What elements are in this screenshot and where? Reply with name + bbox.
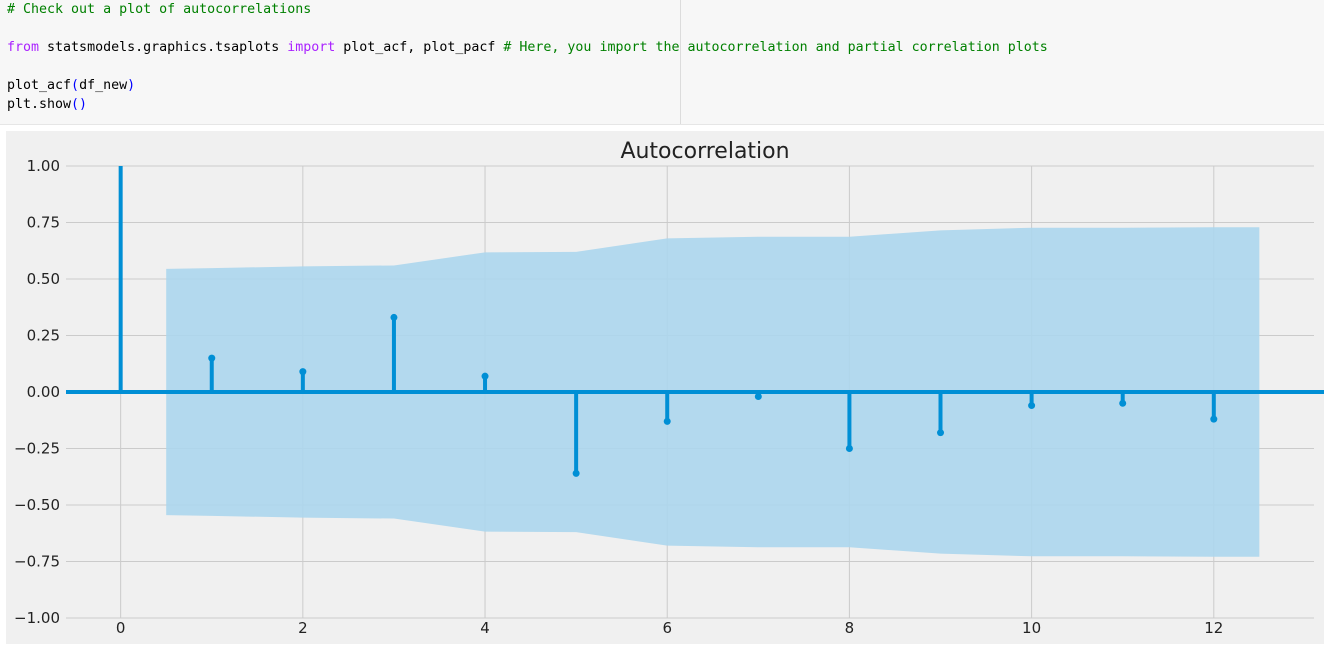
stem-marker bbox=[208, 354, 216, 362]
code-line: plt.show() bbox=[7, 95, 1048, 114]
x-tick-label: 8 bbox=[845, 619, 855, 637]
y-tick-label: −0.25 bbox=[14, 440, 60, 458]
code-lines: # Check out a plot of autocorrelations fr… bbox=[7, 0, 1048, 114]
chart-output: 0 2 4 6 8 10 12 1.00 0.75 0.50 0.25 0.00 −0.25 −0.50… bbox=[6, 131, 1324, 644]
code-token: df_new bbox=[79, 78, 128, 93]
code-token: plot_acf bbox=[7, 78, 72, 93]
stem-marker bbox=[845, 445, 853, 452]
chart-title: Autocorrelation bbox=[620, 139, 789, 164]
code-line: from statsmodels.graphics.tsaplots impor… bbox=[7, 38, 1048, 57]
y-tick-label: −0.75 bbox=[14, 553, 60, 571]
x-tick-label: 6 bbox=[662, 619, 672, 637]
code-line: plot_acf(df_new) bbox=[7, 76, 1048, 95]
code-token: # Here, you import the autocorrelation a… bbox=[503, 40, 1048, 55]
x-tick-label: 12 bbox=[1204, 619, 1223, 637]
code-token: ) bbox=[127, 78, 136, 93]
code-token: () bbox=[71, 97, 88, 112]
y-tick-label: −1.00 bbox=[14, 609, 60, 627]
code-token: import bbox=[287, 40, 336, 55]
code-cell[interactable]: # Check out a plot of autocorrelations fr… bbox=[0, 0, 1324, 125]
stem-marker bbox=[1119, 399, 1127, 407]
x-tick-label: 0 bbox=[116, 619, 126, 637]
autocorrelation-chart: 0 2 4 6 8 10 12 1.00 0.75 0.50 0.25 0.00 −0.25 −0.50… bbox=[14, 139, 1324, 637]
code-token: ( bbox=[71, 78, 80, 93]
y-tick-label: −0.50 bbox=[14, 496, 60, 514]
code-token: # Check out a plot of autocorrelations bbox=[7, 2, 312, 17]
code-cell-divider bbox=[680, 0, 681, 124]
stem-marker bbox=[754, 393, 762, 401]
code-line bbox=[7, 19, 1048, 38]
stem-marker bbox=[299, 368, 307, 376]
y-tick-label: 0.25 bbox=[27, 327, 60, 345]
code-line bbox=[7, 57, 1048, 76]
y-tick-label: 1.00 bbox=[27, 157, 60, 175]
stem-marker bbox=[663, 417, 671, 425]
x-tick-label: 4 bbox=[480, 619, 490, 637]
code-token: plot_acf, plot_pacf bbox=[335, 40, 504, 55]
y-tick-label: 0.00 bbox=[27, 383, 60, 401]
stem-marker bbox=[937, 429, 945, 437]
stem-marker bbox=[390, 313, 398, 321]
x-tick-label: 10 bbox=[1022, 619, 1041, 637]
code-line: # Check out a plot of autocorrelations bbox=[7, 0, 1048, 19]
y-tick-label: 0.50 bbox=[27, 270, 60, 288]
x-tick-label: 2 bbox=[298, 619, 308, 637]
stem-marker bbox=[572, 469, 580, 477]
y-tick-label: 0.75 bbox=[27, 214, 60, 232]
stem-marker bbox=[481, 372, 489, 380]
code-token: from bbox=[7, 40, 40, 55]
code-token: statsmodels.graphics.tsaplots bbox=[39, 40, 288, 55]
stem-marker bbox=[1210, 415, 1218, 423]
stem-marker bbox=[1028, 402, 1036, 410]
code-token: plt.show bbox=[7, 97, 72, 112]
